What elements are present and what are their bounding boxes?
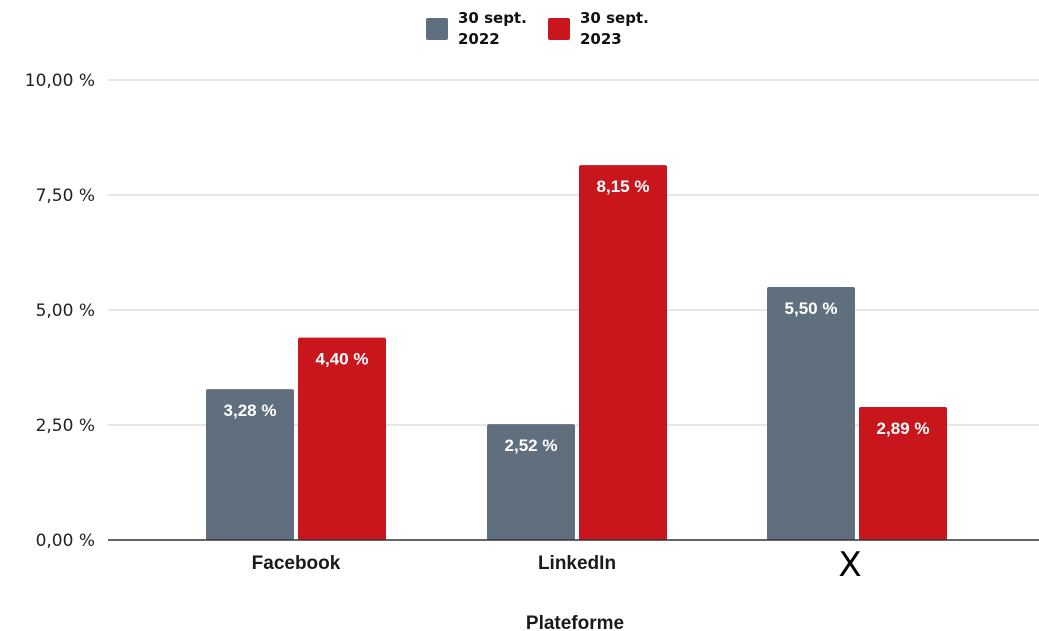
data-label: 8,15 % [597, 177, 650, 196]
data-label: 2,52 % [505, 436, 558, 455]
y-axis-ticks: 0,00 % 2,50 % 5,00 % 7,50 % 10,00 % [25, 71, 95, 551]
bar [206, 389, 294, 540]
bar [298, 337, 386, 540]
x-tick-label: X [838, 545, 861, 585]
x-tick-label: LinkedIn [538, 553, 616, 574]
bars [206, 165, 947, 540]
bar [767, 287, 855, 540]
legend-item-2023: 30 sept. 2023 [548, 8, 652, 50]
y-tick-label: 5,00 % [36, 301, 95, 321]
data-labels: 3,28 % 4,40 % 2,52 % 8,15 % 5,50 % 2,89 % [224, 177, 930, 455]
y-tick-label: 0,00 % [36, 531, 95, 551]
y-tick-label: 10,00 % [25, 71, 95, 91]
data-label: 5,50 % [785, 299, 838, 318]
bar [859, 407, 947, 540]
y-tick-label: 7,50 % [36, 186, 95, 206]
y-tick-label: 2,50 % [36, 416, 95, 436]
legend-label-2023: 30 sept. 2023 [580, 9, 649, 48]
chart-legend: 30 sept. 2022 30 sept. 2023 [426, 8, 652, 50]
data-label: 4,40 % [316, 350, 369, 369]
legend-item-2022: 30 sept. 2022 [426, 8, 530, 50]
legend-label-2022: 30 sept. 2022 [458, 9, 527, 48]
x-axis-title: Plateforme [526, 613, 624, 631]
data-label: 3,28 % [224, 401, 277, 420]
data-label: 2,89 % [877, 419, 930, 438]
x-tick-label: Facebook [252, 553, 341, 574]
bar [579, 165, 667, 540]
legend-swatch-2023 [548, 18, 570, 40]
bar [487, 424, 575, 540]
legend-swatch-2022 [426, 18, 448, 40]
gridlines [108, 79, 1039, 426]
x-axis-ticks: Facebook LinkedIn X [252, 545, 862, 585]
